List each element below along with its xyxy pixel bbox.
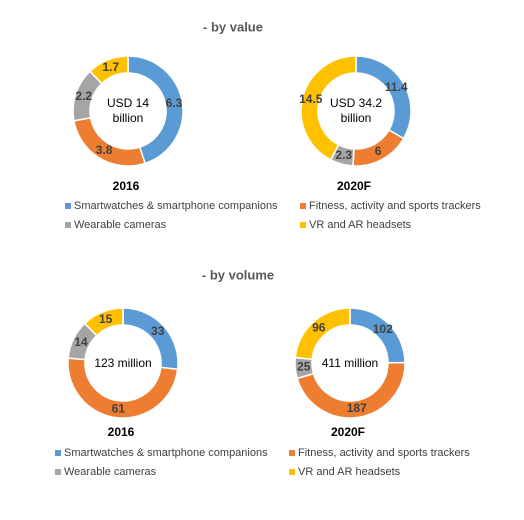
donut-slice <box>83 307 124 337</box>
data-label: 61 <box>112 401 126 415</box>
legend-swatch <box>65 222 71 228</box>
center-label: USD 14 billion <box>106 96 150 125</box>
donut-slice <box>294 307 351 361</box>
legend-swatch <box>289 469 295 475</box>
chart-title: 2020F <box>331 425 365 439</box>
legend-label: Wearable cameras <box>74 219 167 231</box>
data-label: 2.2 <box>75 89 92 103</box>
legend-swatch <box>300 222 306 228</box>
chart-title: 2016 <box>113 179 140 193</box>
data-label: 2.3 <box>335 148 352 162</box>
data-label: 3.8 <box>96 143 113 157</box>
legend-swatch <box>65 203 71 209</box>
data-label: 25 <box>297 359 311 373</box>
legend-label: Fitness, activity and sports trackers <box>298 447 470 459</box>
legend-label: VR and AR headsets <box>309 219 412 231</box>
legend-label: Smartwatches & smartphone companions <box>74 200 278 212</box>
section-heading: - by value <box>203 19 263 34</box>
data-label: 1.7 <box>102 60 119 74</box>
legend-label: VR and AR headsets <box>298 466 401 478</box>
donut-slice <box>300 55 357 161</box>
legend-label: Wearable cameras <box>64 466 157 478</box>
data-label: 33 <box>151 324 165 338</box>
section-heading: - by volume <box>202 267 274 282</box>
center-label: USD 34.2 billion <box>329 96 383 125</box>
chart-title: 2016 <box>108 425 135 439</box>
data-label: 102 <box>373 322 393 336</box>
legend-label: Smartwatches & smartphone companions <box>64 447 268 459</box>
legend-swatch <box>289 450 295 456</box>
chart-title: 2020F <box>337 179 371 193</box>
data-label: 6.3 <box>166 96 183 110</box>
data-label: 96 <box>312 321 326 335</box>
donut-slice <box>127 55 184 165</box>
legend-swatch <box>55 450 61 456</box>
center-label: 123 million <box>94 355 152 370</box>
data-label: 14 <box>74 335 88 349</box>
data-label: 11.4 <box>385 80 408 94</box>
legend-swatch <box>55 469 61 475</box>
data-label: 187 <box>347 401 367 415</box>
legend-label: Fitness, activity and sports trackers <box>309 200 481 212</box>
legend-swatch <box>300 203 306 209</box>
data-label: 15 <box>99 312 113 326</box>
data-label: 6 <box>375 144 382 158</box>
center-label: 411 million <box>321 355 379 370</box>
donut-slice <box>88 55 129 85</box>
data-label: 14.5 <box>299 92 323 106</box>
